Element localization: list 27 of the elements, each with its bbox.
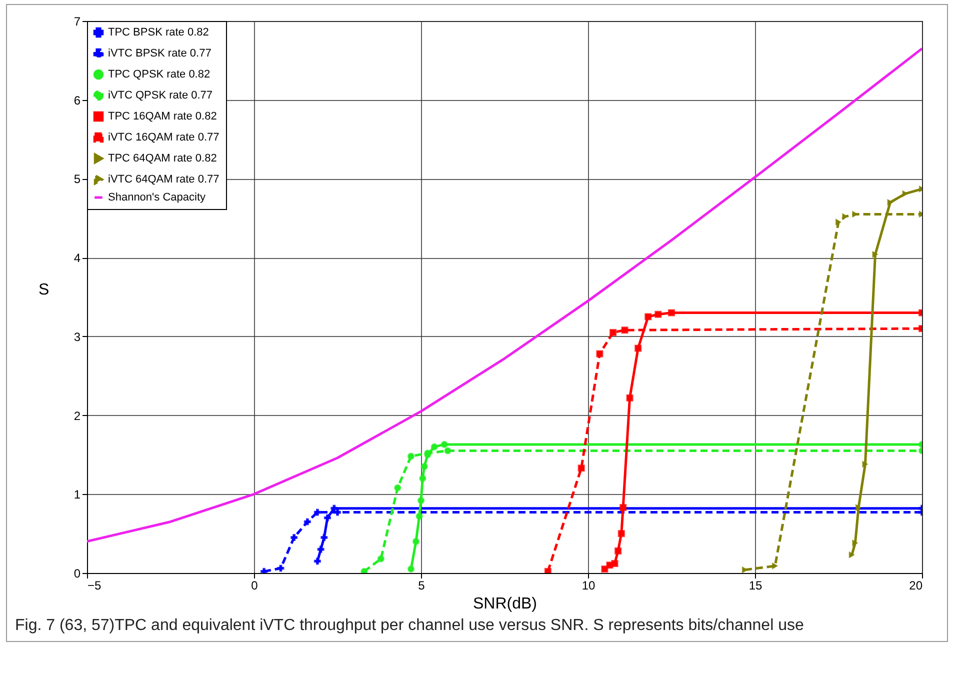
x-axis-title: SNR(dB)	[472, 596, 538, 612]
x-tick-label: 10	[582, 578, 596, 592]
legend-label: TPC 64QAM rate 0.82	[108, 152, 217, 164]
legend-label: iVTC 64QAM rate 0.77	[108, 174, 220, 186]
legend-label: iVTC QPSK rate 0.77	[108, 90, 213, 102]
line-series	[87, 47, 922, 543]
legend-label: TPC BPSK rate 0.82	[108, 26, 209, 38]
x-tick-label: −5	[88, 578, 102, 592]
legend-label: TPC 16QAM rate 0.82	[108, 110, 217, 122]
x-tick-label: 20	[909, 578, 923, 592]
y-tick-label: 3	[74, 330, 81, 344]
y-tick-label: 7	[74, 14, 81, 28]
legend-label: iVTC BPSK rate 0.77	[108, 48, 212, 60]
y-tick-label: 1	[74, 488, 81, 502]
y-tick-label: 5	[74, 172, 81, 186]
y-tick-label: 4	[74, 251, 81, 266]
legend-label: TPC QPSK rate 0.82	[108, 68, 210, 80]
legend-label: iVTC 16QAM rate 0.77	[108, 132, 220, 144]
x-tick-label: 15	[748, 578, 762, 592]
y-tick-label: 6	[74, 93, 81, 108]
x-tick-label: 0	[251, 578, 258, 592]
y-axis-title: S	[38, 282, 50, 298]
y-tick-label: 0	[74, 566, 81, 580]
legend-label: Shannon's Capacity	[108, 192, 206, 204]
caption: Fig. 7 (63, 57)TPC and equivalent iVTC throughput per channel use versus SNR. S represents bits/channel use	[14, 616, 805, 636]
x-tick-label: 5	[418, 578, 426, 592]
y-tick-label: 2	[74, 408, 81, 423]
